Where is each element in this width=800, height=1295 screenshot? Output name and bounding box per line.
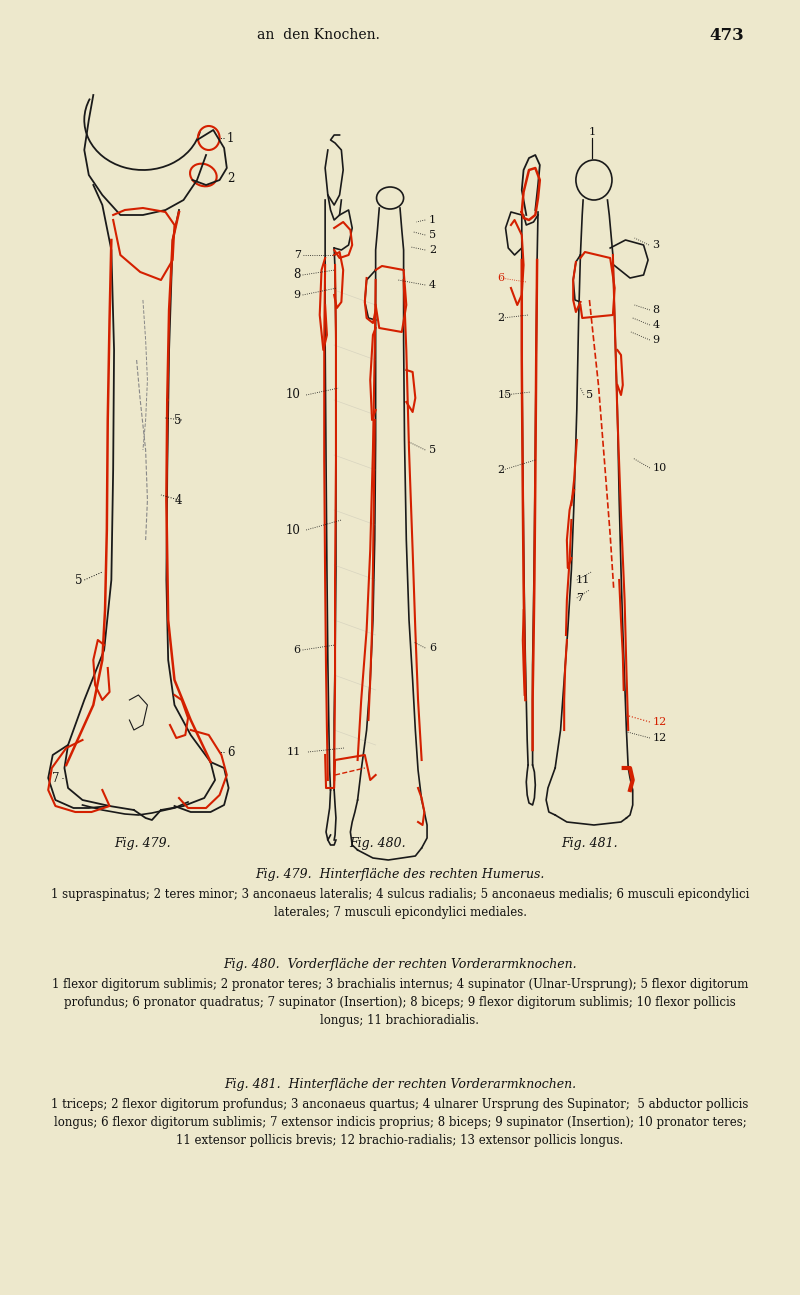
Text: Fig. 481.  Hinterfläche der rechten Vorderarmknochen.: Fig. 481. Hinterfläche der rechten Vorde… bbox=[224, 1077, 576, 1090]
Text: 1 flexor digitorum sublimis; 2 pronator teres; 3 brachialis internus; 4 supinato: 1 flexor digitorum sublimis; 2 pronator … bbox=[52, 978, 748, 1027]
Text: 10: 10 bbox=[286, 388, 301, 401]
Text: 1: 1 bbox=[429, 215, 436, 225]
Text: 6: 6 bbox=[294, 645, 301, 655]
Text: 9: 9 bbox=[294, 290, 301, 300]
Text: 7: 7 bbox=[576, 593, 583, 603]
Text: 5: 5 bbox=[429, 445, 436, 455]
Text: 8: 8 bbox=[294, 268, 301, 281]
Text: 11: 11 bbox=[576, 575, 590, 585]
Text: 1 triceps; 2 flexor digitorum profundus; 3 anconaeus quartus; 4 ulnarer Ursprung: 1 triceps; 2 flexor digitorum profundus;… bbox=[51, 1098, 749, 1147]
Text: 6: 6 bbox=[429, 644, 436, 653]
Text: Fig. 481.: Fig. 481. bbox=[561, 837, 618, 850]
Text: Fig. 479.  Hinterfläche des rechten Humerus.: Fig. 479. Hinterfläche des rechten Humer… bbox=[255, 868, 545, 881]
Text: 7: 7 bbox=[51, 772, 59, 785]
Text: 1 supraspinatus; 2 teres minor; 3 anconaeus lateralis; 4 sulcus radialis; 5 anco: 1 supraspinatus; 2 teres minor; 3 ancona… bbox=[51, 888, 749, 919]
Text: 7: 7 bbox=[294, 250, 301, 260]
Text: Fig. 479.: Fig. 479. bbox=[114, 837, 171, 850]
Text: 8: 8 bbox=[653, 306, 660, 315]
Text: 10: 10 bbox=[653, 464, 667, 473]
Text: 15: 15 bbox=[498, 390, 512, 400]
Text: an  den Knochen.: an den Knochen. bbox=[258, 28, 380, 41]
Text: 2: 2 bbox=[498, 313, 505, 322]
Text: 473: 473 bbox=[709, 26, 744, 44]
Text: 2: 2 bbox=[429, 245, 436, 255]
Text: 11: 11 bbox=[286, 747, 301, 758]
Text: 1: 1 bbox=[227, 132, 234, 145]
Text: 5: 5 bbox=[174, 413, 182, 426]
Text: 1: 1 bbox=[589, 127, 596, 137]
Text: 2: 2 bbox=[498, 465, 505, 475]
Text: 4: 4 bbox=[429, 280, 436, 290]
Text: Fig. 480.: Fig. 480. bbox=[349, 837, 406, 850]
Text: 12: 12 bbox=[653, 733, 667, 743]
Text: 6: 6 bbox=[498, 273, 505, 284]
Text: 5: 5 bbox=[75, 574, 82, 587]
Text: 5: 5 bbox=[586, 390, 593, 400]
Text: 6: 6 bbox=[227, 746, 234, 759]
Text: 9: 9 bbox=[653, 335, 660, 344]
Text: 4: 4 bbox=[653, 320, 660, 330]
Text: 10: 10 bbox=[286, 523, 301, 536]
Text: 2: 2 bbox=[227, 171, 234, 184]
Text: 12: 12 bbox=[653, 717, 667, 726]
Text: 4: 4 bbox=[174, 493, 182, 506]
Text: 3: 3 bbox=[653, 240, 660, 250]
Text: Fig. 480.  Vorderfläche der rechten Vorderarmknochen.: Fig. 480. Vorderfläche der rechten Vorde… bbox=[223, 958, 577, 971]
Text: 5: 5 bbox=[429, 231, 436, 240]
